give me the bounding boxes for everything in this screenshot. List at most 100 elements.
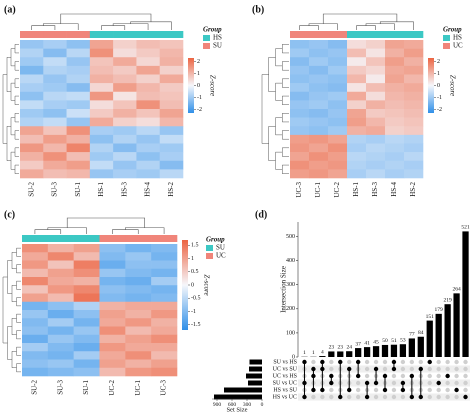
heatmap-cell	[328, 91, 348, 101]
heatmap-cell	[66, 91, 91, 101]
dendrogram-branch	[6, 126, 11, 161]
heatmap-cell	[151, 260, 178, 270]
heatmap-cell	[47, 244, 74, 253]
matrix-dot	[338, 394, 343, 400]
heatmap-cell	[404, 91, 424, 101]
heatmap-cell	[136, 117, 161, 127]
heatmap-cell	[151, 343, 178, 352]
matrix-dot	[418, 366, 423, 372]
heatmap-cell	[113, 169, 137, 179]
bar-value-label: 41	[364, 340, 370, 346]
matrix-dot	[320, 366, 325, 372]
column-label: SU-3	[51, 182, 59, 197]
colorbar-tick-label: 0	[191, 282, 194, 288]
heatmap-cell	[99, 285, 126, 294]
heatmap-cell	[66, 74, 91, 84]
heatmap-cell	[347, 109, 367, 118]
heatmap-cell	[125, 359, 152, 369]
heatmap-cell	[366, 100, 386, 110]
heatmap-cell	[43, 126, 67, 136]
matrix-dot	[427, 359, 432, 365]
dendrogram-branch	[125, 227, 165, 234]
dendrogram-branch	[14, 113, 19, 123]
group-bar	[404, 31, 424, 38]
dendrogram-branch	[16, 313, 21, 323]
heatmap-cell	[43, 57, 67, 67]
heatmap-cell	[99, 318, 126, 327]
heatmap-cell	[385, 65, 405, 75]
colorbar	[188, 58, 194, 113]
heatmap-cell	[366, 117, 386, 127]
heatmap-cell	[366, 126, 386, 136]
column-label: UC-2	[333, 182, 341, 198]
bar	[462, 231, 469, 357]
dendrogram-branch	[60, 13, 152, 24]
heatmap-cell	[136, 48, 161, 58]
matrix-dot-empty	[347, 394, 352, 400]
dendrogram-branch	[282, 78, 289, 88]
heatmap-cell	[89, 91, 114, 101]
heatmap-cell	[20, 57, 44, 67]
dendrogram-branch	[16, 330, 21, 340]
group-bar	[159, 31, 184, 38]
matrix-dot	[320, 359, 325, 365]
heatmap-cell	[404, 74, 424, 84]
dendrogram-branch	[261, 74, 269, 144]
heatmap-cell	[89, 169, 114, 179]
legend-label: HS	[213, 34, 222, 42]
matrix-dot-empty	[364, 366, 370, 372]
heatmap-cell	[89, 40, 114, 49]
heatmap-cell	[99, 277, 126, 286]
heatmap-cell	[22, 277, 49, 286]
group-bar	[366, 31, 386, 38]
dendrogram-branch	[112, 229, 139, 234]
bar-value-label: 51	[391, 338, 397, 344]
matrix-dot	[355, 359, 361, 365]
heatmap-cell	[159, 40, 184, 49]
y-tick-label: 300	[286, 282, 295, 288]
dendrogram-branch	[7, 326, 12, 360]
heatmap-cell	[151, 301, 178, 311]
group-bar	[113, 31, 137, 38]
heatmap-cell	[89, 100, 114, 110]
heatmap-cell	[113, 143, 137, 153]
heatmap-cell	[66, 160, 91, 170]
dendrogram-branch	[365, 23, 395, 30]
bar	[381, 344, 389, 357]
group-bar	[385, 31, 405, 38]
bar-value-label: 1	[303, 350, 306, 356]
dendrogram-branch	[14, 147, 19, 157]
matrix-dot	[382, 387, 388, 393]
dendrogram-branch	[282, 113, 289, 123]
colorbar-tick-label: -1	[437, 95, 442, 101]
heatmap-cell	[309, 57, 329, 67]
heatmap-cell	[404, 109, 424, 118]
heatmap-cell	[43, 74, 67, 84]
dendrogram-branch	[11, 318, 17, 335]
matrix-dot-empty	[427, 373, 432, 379]
matrix-dot-empty	[400, 394, 406, 400]
heatmap-cell	[347, 91, 367, 101]
matrix-dot	[311, 366, 316, 372]
heatmap-cell	[136, 100, 161, 110]
heatmap-cell	[290, 100, 310, 110]
column-label: UC-3	[160, 380, 168, 396]
heatmap-cell	[73, 318, 100, 327]
heatmap-cell	[47, 318, 74, 327]
heatmap-cell	[159, 109, 184, 118]
matrix-dot-empty	[329, 359, 334, 365]
colorbar-tick-label: -1	[197, 95, 202, 101]
heatmap-cell	[113, 83, 137, 93]
heatmap-cell	[47, 260, 74, 270]
heatmap-cell	[385, 48, 405, 58]
matrix-dot-empty	[382, 359, 388, 365]
heatmap-cell	[366, 91, 386, 101]
heatmap-cell	[347, 57, 367, 67]
dendrogram-branch	[14, 78, 19, 88]
heatmap-cell	[347, 65, 367, 75]
heatmap-cell	[43, 143, 67, 153]
heatmap-cell	[159, 126, 184, 136]
heatmap-cell	[366, 74, 386, 84]
heatmap-cell	[159, 117, 184, 127]
matrix-dot	[302, 380, 307, 386]
